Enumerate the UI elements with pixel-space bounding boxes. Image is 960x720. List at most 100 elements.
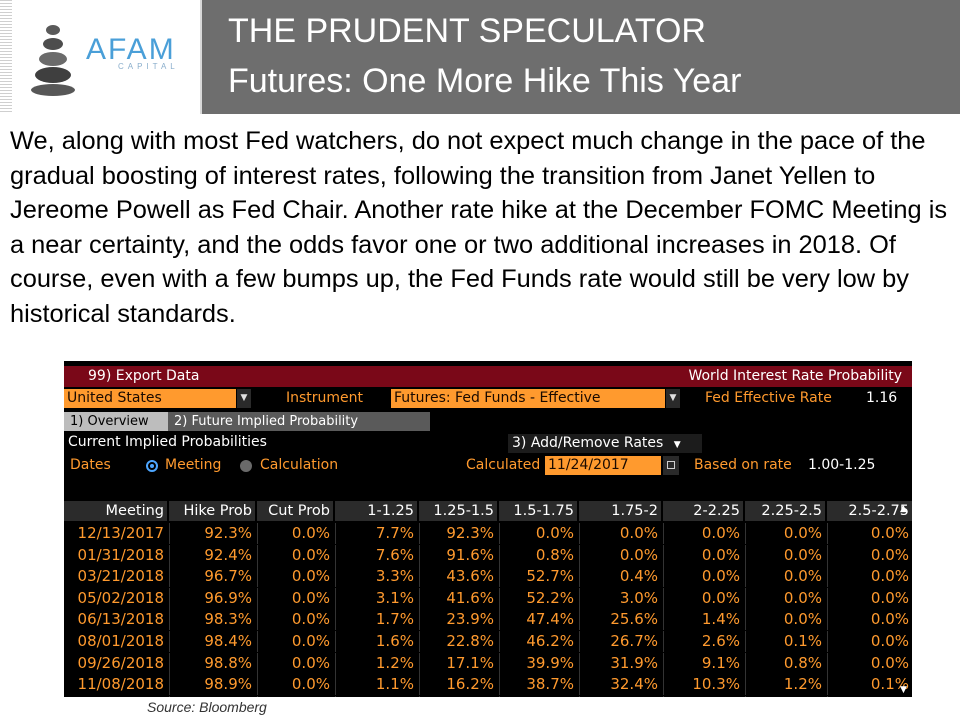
source-note: Source: Bloomberg bbox=[147, 699, 267, 715]
options-row: Dates Meeting Calculation Calculated 11/… bbox=[64, 456, 912, 477]
probability-cell: 0.0% bbox=[745, 587, 825, 609]
probability-cell: 0.0% bbox=[827, 652, 912, 674]
probability-cell: 0.0% bbox=[663, 566, 743, 588]
probability-cell: 92.4% bbox=[169, 544, 255, 566]
calculated-date-input[interactable]: 11/24/2017 bbox=[545, 456, 661, 475]
probability-cell: 1.6% bbox=[335, 631, 417, 652]
probability-cell: 7.6% bbox=[335, 544, 417, 566]
probability-cell: 0.0% bbox=[745, 523, 825, 544]
add-remove-rates-label: 3) Add/Remove Rates bbox=[512, 435, 664, 451]
probability-cell: 98.4% bbox=[169, 631, 255, 652]
logo-panel: AFAM CAPITAL bbox=[0, 0, 202, 114]
probability-cell: 2.6% bbox=[663, 631, 743, 652]
table-row[interactable]: 12/13/2017 92.3% 0.0% 7.7% 92.3% 0.0% 0.0% 0.0%… bbox=[64, 523, 912, 544]
logo-wordmark: AFAM bbox=[86, 33, 176, 66]
probability-cell: 17.1% bbox=[419, 652, 497, 674]
export-data-button[interactable]: 99) Export Data bbox=[88, 368, 200, 384]
calendar-icon[interactable] bbox=[663, 456, 679, 475]
probability-cell: 26.7% bbox=[579, 631, 661, 652]
meeting-date-cell: 12/19/2018 bbox=[64, 696, 167, 698]
probability-cell: 25.6% bbox=[579, 609, 661, 631]
probability-cell: 0.4% bbox=[579, 566, 661, 588]
table-row[interactable]: 05/02/2018 96.9% 0.0% 3.1% 41.6% 52.2% 3.0% 0.0… bbox=[64, 587, 912, 609]
probability-cell: 0.0% bbox=[579, 544, 661, 566]
table-row[interactable]: 08/01/2018 98.4% 0.0% 1.6% 22.8% 46.2% 26.7% 2.… bbox=[64, 631, 912, 652]
probability-cell: 0.0% bbox=[827, 544, 912, 566]
probability-cell: 43.6% bbox=[419, 566, 497, 588]
instrument-label: Instrument bbox=[286, 390, 364, 406]
column-header[interactable]: 1-1.25 bbox=[335, 501, 417, 521]
scroll-down-icon[interactable]: ▼ bbox=[900, 685, 907, 695]
column-header[interactable]: Cut Prob bbox=[257, 501, 333, 521]
probability-cell: 1.4% bbox=[663, 609, 743, 631]
probability-cell: 14.3% bbox=[419, 695, 497, 697]
probability-cell: 0.0% bbox=[257, 674, 333, 696]
instrument-select[interactable]: Futures: Fed Funds - Effective bbox=[391, 389, 665, 408]
body-paragraph: We, along with most Fed watchers, do not… bbox=[10, 127, 948, 328]
probability-cell: 35.7% bbox=[499, 695, 577, 697]
probability-cell: 91.6% bbox=[419, 544, 497, 566]
table-row[interactable]: 06/13/2018 98.3% 0.0% 1.7% 23.9% 47.4% 25.6% 1.… bbox=[64, 609, 912, 631]
section-title: Current Implied Probabilities bbox=[68, 434, 267, 450]
probability-cell: 9.1% bbox=[663, 652, 743, 674]
table-row[interactable]: 03/21/2018 96.7% 0.0% 3.3% 43.6% 52.7% 0.4% 0.0… bbox=[64, 566, 912, 588]
column-header[interactable]: 2.5-2.75 bbox=[827, 501, 912, 521]
probability-cell: 0.0% bbox=[579, 523, 661, 544]
column-header[interactable]: Meeting bbox=[64, 501, 167, 521]
probability-cell: 0.0% bbox=[257, 566, 333, 588]
column-header[interactable]: Hike Prob bbox=[169, 501, 255, 521]
probability-cell: 23.9% bbox=[419, 609, 497, 631]
tab-future-implied-probability[interactable]: 2) Future Implied Probability bbox=[168, 412, 430, 431]
meeting-date-cell: 09/26/2018 bbox=[77, 653, 164, 672]
table-header: Meeting Hike Prob Cut Prob 1-1.25 1.25-1.5 1.… bbox=[64, 501, 912, 523]
column-header[interactable]: 2.25-2.5 bbox=[745, 501, 825, 521]
calculation-radio[interactable] bbox=[240, 460, 252, 472]
dates-label: Dates bbox=[70, 457, 111, 473]
slide-title: THE PRUDENT SPECULATOR bbox=[228, 12, 706, 50]
probability-cell: 0.0% bbox=[745, 609, 825, 631]
chevron-down-icon[interactable]: ▼ bbox=[237, 389, 251, 408]
column-header[interactable]: 1.75-2 bbox=[579, 501, 661, 521]
meeting-radio[interactable] bbox=[146, 460, 158, 472]
meeting-date-cell: 11/08/2018 bbox=[77, 675, 164, 694]
probability-cell: 3.1% bbox=[335, 587, 417, 609]
country-select[interactable]: United States bbox=[64, 389, 236, 408]
logo-stripes bbox=[0, 0, 12, 114]
probability-cell: 22.8% bbox=[419, 631, 497, 652]
slide-header: AFAM CAPITAL THE PRUDENT SPECULATOR Futu… bbox=[0, 0, 960, 114]
column-header[interactable]: 1.5-1.75 bbox=[499, 501, 577, 521]
probability-cell: 52.7% bbox=[499, 566, 577, 588]
probability-cell: 1.7% bbox=[335, 609, 417, 631]
probability-cell: 0.0% bbox=[663, 523, 743, 544]
table-row[interactable]: 11/08/2018 98.9% 0.0% 1.1% 16.2% 38.7% 32.4% 10… bbox=[64, 674, 912, 696]
chevron-down-icon: ▼ bbox=[673, 440, 681, 450]
table-row[interactable]: 01/31/2018 92.4% 0.0% 7.6% 91.6% 0.8% 0.0% 0.0%… bbox=[64, 544, 912, 566]
probability-cell: 0.0% bbox=[257, 609, 333, 631]
table-row[interactable]: 09/26/2018 98.8% 0.0% 1.2% 17.1% 39.9% 31.9% 9.… bbox=[64, 652, 912, 674]
probability-cell: 0.0% bbox=[827, 523, 912, 544]
add-remove-rates-button[interactable]: 3) Add/Remove Rates ▼ bbox=[508, 434, 702, 453]
meeting-date-cell: 12/13/2017 bbox=[77, 524, 164, 542]
column-header[interactable]: 1.25-1.5 bbox=[419, 501, 497, 521]
meeting-date-cell: 08/01/2018 bbox=[77, 632, 164, 650]
probability-cell: 0.0% bbox=[257, 631, 333, 652]
probability-cell: 1.0% bbox=[335, 695, 417, 697]
column-header[interactable]: 2-2.25 bbox=[663, 501, 743, 521]
probability-cell: 0.2% bbox=[827, 695, 912, 697]
probability-cell: 38.7% bbox=[499, 674, 577, 696]
probability-cell: 10.3% bbox=[663, 674, 743, 696]
probability-cell: 0.0% bbox=[663, 587, 743, 609]
probability-cell: 0.0% bbox=[499, 523, 577, 544]
probability-cell: 7.7% bbox=[335, 523, 417, 544]
chevron-down-icon[interactable]: ▼ bbox=[666, 389, 680, 408]
probability-cell: 0.0% bbox=[745, 566, 825, 588]
tab-overview[interactable]: 1) Overview bbox=[64, 412, 178, 431]
probability-cell: 39.9% bbox=[499, 652, 577, 674]
table-row[interactable]: 12/19/201899.0%0.0%1.0%14.3%35.7%33.2%13… bbox=[64, 695, 912, 698]
probability-cell: 0.1% bbox=[827, 674, 912, 696]
panel-title: World Interest Rate Probability bbox=[688, 368, 902, 384]
scroll-up-icon[interactable]: ▲ bbox=[900, 504, 907, 514]
probability-cell: 3.0% bbox=[579, 587, 661, 609]
probability-cell: 0.0% bbox=[745, 544, 825, 566]
probability-cell: 0.0% bbox=[827, 587, 912, 609]
